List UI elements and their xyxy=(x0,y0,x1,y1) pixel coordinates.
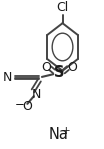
Text: N: N xyxy=(3,71,12,84)
Text: O: O xyxy=(22,100,32,113)
Text: N: N xyxy=(32,88,41,101)
Text: O: O xyxy=(67,61,77,74)
Text: O: O xyxy=(41,61,51,74)
Text: Cl: Cl xyxy=(56,1,69,14)
Text: Na: Na xyxy=(48,127,68,142)
Text: +: + xyxy=(62,126,70,136)
Text: S: S xyxy=(54,65,64,80)
Text: −: − xyxy=(15,98,25,111)
